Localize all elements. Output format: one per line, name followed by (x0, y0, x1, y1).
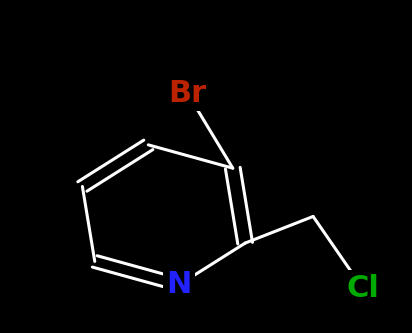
Text: N: N (166, 270, 192, 299)
Text: Cl: Cl (346, 273, 379, 303)
Text: Br: Br (169, 79, 206, 108)
